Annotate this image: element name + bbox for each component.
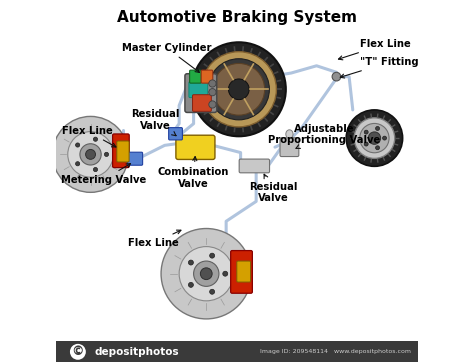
Text: Flex Line: Flex Line <box>128 230 181 248</box>
FancyBboxPatch shape <box>280 138 299 156</box>
FancyBboxPatch shape <box>239 159 270 173</box>
Circle shape <box>210 289 215 294</box>
Circle shape <box>53 117 128 192</box>
FancyBboxPatch shape <box>185 74 217 113</box>
Text: Flex Line: Flex Line <box>338 39 410 60</box>
Circle shape <box>75 143 80 147</box>
Circle shape <box>189 260 193 265</box>
Circle shape <box>360 123 389 153</box>
FancyBboxPatch shape <box>169 128 182 140</box>
FancyBboxPatch shape <box>192 95 211 111</box>
Text: Combination
Valve: Combination Valve <box>158 156 229 189</box>
Circle shape <box>161 229 252 319</box>
Text: Adjustable
Proportioning Valve: Adjustable Proportioning Valve <box>268 124 380 148</box>
Circle shape <box>192 42 286 136</box>
Text: Flex Line: Flex Line <box>62 126 116 147</box>
Circle shape <box>375 126 380 130</box>
Circle shape <box>332 72 341 81</box>
Circle shape <box>193 261 219 286</box>
Circle shape <box>210 253 215 258</box>
Text: "T" Fitting: "T" Fitting <box>340 57 419 78</box>
Circle shape <box>209 101 216 108</box>
Ellipse shape <box>286 130 293 138</box>
Circle shape <box>364 142 368 146</box>
Circle shape <box>209 89 216 96</box>
FancyBboxPatch shape <box>231 250 252 293</box>
Text: Image ID: 209548114   www.depositphotos.com: Image ID: 209548114 www.depositphotos.co… <box>260 349 410 354</box>
FancyBboxPatch shape <box>128 152 143 165</box>
Circle shape <box>189 282 193 287</box>
Text: Automotive Braking System: Automotive Braking System <box>117 10 357 25</box>
Circle shape <box>209 80 216 87</box>
Text: depositphotos: depositphotos <box>94 347 179 357</box>
Circle shape <box>364 130 368 134</box>
FancyBboxPatch shape <box>190 70 201 83</box>
Circle shape <box>368 132 381 144</box>
FancyBboxPatch shape <box>201 70 213 83</box>
Circle shape <box>346 110 402 166</box>
Circle shape <box>68 132 113 177</box>
Circle shape <box>223 271 228 276</box>
Circle shape <box>201 52 276 127</box>
Circle shape <box>179 246 233 301</box>
Circle shape <box>93 167 98 172</box>
FancyBboxPatch shape <box>176 135 215 159</box>
Circle shape <box>80 144 101 165</box>
Circle shape <box>93 137 98 141</box>
Text: Residual
Valve: Residual Valve <box>249 174 297 203</box>
Circle shape <box>208 59 269 120</box>
Circle shape <box>70 344 86 360</box>
Circle shape <box>75 162 80 166</box>
Circle shape <box>201 268 212 280</box>
Text: ©: © <box>72 345 84 358</box>
Text: Metering Valve: Metering Valve <box>61 164 146 185</box>
Circle shape <box>354 118 395 158</box>
Circle shape <box>213 64 264 115</box>
FancyBboxPatch shape <box>113 134 129 168</box>
Circle shape <box>228 79 249 99</box>
FancyBboxPatch shape <box>189 82 208 98</box>
Text: Residual
Valve: Residual Valve <box>131 109 180 136</box>
FancyBboxPatch shape <box>237 261 251 282</box>
Circle shape <box>383 136 386 140</box>
FancyBboxPatch shape <box>117 141 129 162</box>
Circle shape <box>375 146 380 150</box>
FancyBboxPatch shape <box>56 341 418 362</box>
Circle shape <box>86 150 95 159</box>
Circle shape <box>104 152 109 156</box>
Text: Master Cylinder: Master Cylinder <box>122 43 211 72</box>
